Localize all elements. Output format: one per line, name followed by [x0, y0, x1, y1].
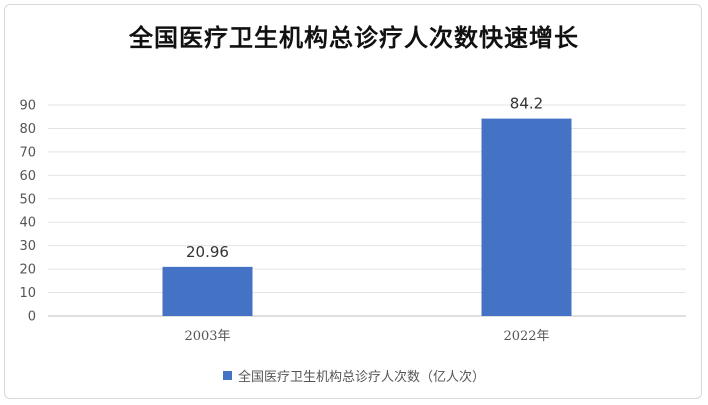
chart-frame — [4, 4, 702, 399]
y-tick-label: 70 — [19, 145, 36, 160]
category-label: 2022年 — [503, 329, 549, 344]
y-tick-label: 50 — [19, 192, 36, 207]
bar — [481, 118, 572, 316]
y-tick-label: 10 — [19, 286, 36, 301]
data-label: 84.2 — [510, 95, 543, 113]
bar — [162, 266, 253, 316]
y-tick-label: 20 — [19, 263, 36, 278]
chart-title: 全国医疗卫生机构总诊疗人次数快速增长 — [129, 24, 579, 52]
category-label: 2003年 — [184, 329, 230, 344]
data-label: 20.96 — [186, 243, 229, 261]
legend-swatch — [222, 371, 232, 380]
legend: 全国医疗卫生机构总诊疗人次数（亿人次） — [0, 366, 708, 385]
y-tick-label: 30 — [19, 239, 36, 254]
y-tick-label: 0 — [28, 310, 36, 325]
legend-label: 全国医疗卫生机构总诊疗人次数（亿人次） — [237, 370, 485, 385]
y-tick-label: 60 — [19, 169, 36, 184]
y-tick-label: 90 — [19, 99, 36, 114]
y-tick-label: 40 — [19, 216, 36, 231]
y-tick-label: 80 — [19, 122, 36, 137]
